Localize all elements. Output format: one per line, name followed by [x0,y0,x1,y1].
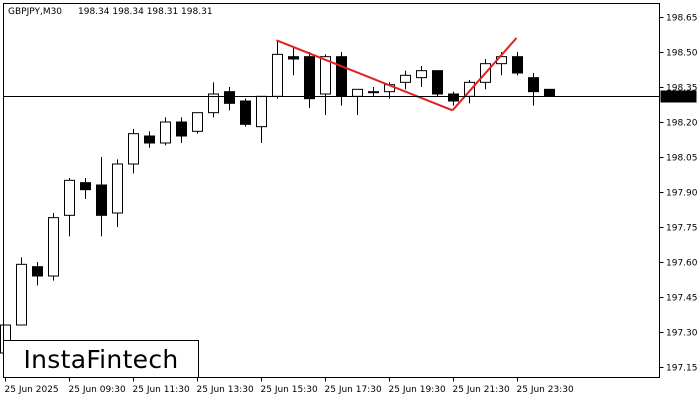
y-tick-label: 197.60 [666,259,698,269]
candle [416,66,427,87]
x-tick-label: 25 Jun 15:30 [261,385,318,395]
candle [432,70,443,97]
instafintech-logo: InstaFintech [3,340,199,378]
candle [128,129,139,174]
candle-body-bear [432,70,443,95]
y-tick-label: 198.50 [666,49,698,59]
candle [400,70,411,90]
x-tick-label: 25 Jun 19:30 [389,385,446,395]
y-tick-label: 198.20 [666,119,698,129]
candle [144,131,155,148]
ohlc-label: 198.34 198.34 198.31 198.31 [78,7,213,17]
candle [320,54,331,115]
candle [304,52,315,108]
candle-body-bear [288,56,299,60]
candle-body-bear [336,56,347,97]
candle-body-bear [144,135,155,144]
y-tick-label: 197.30 [666,329,698,339]
candle-body-bull [400,74,411,83]
candle-body-bear [224,91,235,104]
candle-body-bull [272,53,283,97]
candle [112,159,123,227]
x-axis: 25 Jun 2025 25 Jun 09:30 25 Jun 11:30 25 Ju… [5,377,574,395]
x-tick-label: 25 Jun 21:30 [453,385,510,395]
x-tick-label: 25 Jun 11:30 [133,385,190,395]
candle-body-bear [544,88,555,97]
y-tick-label: 197.75 [666,224,698,234]
candle-body-bull [64,179,75,216]
candle-body-bull [112,163,123,214]
candle-body-bear [528,77,539,93]
x-tick-label: 25 Jun 2025 [5,385,59,395]
candle [160,117,171,146]
candle [48,213,59,281]
candle [272,40,283,99]
candle [32,262,43,286]
current-price-tag-bg [660,90,697,103]
y-tick-label: 197.90 [666,189,698,199]
logo-text: InstaFintech [23,344,179,374]
candle [256,95,267,143]
candle-body-bull [368,91,379,94]
candle-body-bull [416,70,427,79]
x-tick-label: 25 Jun 09:30 [69,385,126,395]
candle [336,52,347,106]
candle-body-bear [80,182,91,191]
candle-body-bear [32,266,43,277]
y-tick-label: 197.15 [666,364,698,374]
y-axis: 198.65 198.50 198.35 198.20 198.05 197.90 197.… [659,14,698,374]
candle-body-bear [304,56,315,100]
pattern-line [276,39,453,112]
candle [512,52,523,76]
candle [208,82,219,118]
current-price-label: 198.31 [664,93,696,103]
candle-body-bull [48,217,59,277]
candle-body-bull [16,263,27,326]
symbol-label: GBPJPY,M30 [8,7,62,17]
candle [352,88,363,115]
pattern-line [451,37,518,111]
x-tick-label: 25 Jun 17:30 [325,385,382,395]
x-tick-label: 25 Jun 13:30 [197,385,254,395]
candle-body-bull [208,93,219,114]
candle [528,73,539,106]
y-tick-label: 198.65 [666,14,698,24]
candle-body-bear [240,100,251,125]
candle-body-bear [176,121,187,137]
candle [224,87,235,111]
candle-body-bear [448,93,459,102]
y-tick-label: 197.45 [666,294,698,304]
y-tick-label: 198.05 [666,154,698,164]
candle-body-bull [192,112,203,132]
x-tick-label: 25 Jun 23:30 [517,385,574,395]
candle-body-bull [256,95,267,128]
candle [240,98,251,127]
candle-body-bull [128,133,139,165]
candle-body-bull [352,88,363,97]
candle [368,87,379,97]
candle [288,47,299,76]
current-price-tag: 198.31 [660,90,697,103]
candle [544,88,555,97]
candle-body-bear [512,56,523,74]
candle-body-bear [96,184,107,216]
candle [80,178,91,199]
candle [64,178,75,237]
candle [96,157,107,237]
y-tick-label: 198.35 [666,84,698,94]
candle [176,117,187,143]
candle-body-bull [160,121,171,144]
pattern-lines [276,37,518,112]
plot-frame [3,3,660,378]
candle [448,91,459,106]
candle-body-bull [320,56,331,95]
candle [192,112,203,134]
candle [16,257,27,326]
